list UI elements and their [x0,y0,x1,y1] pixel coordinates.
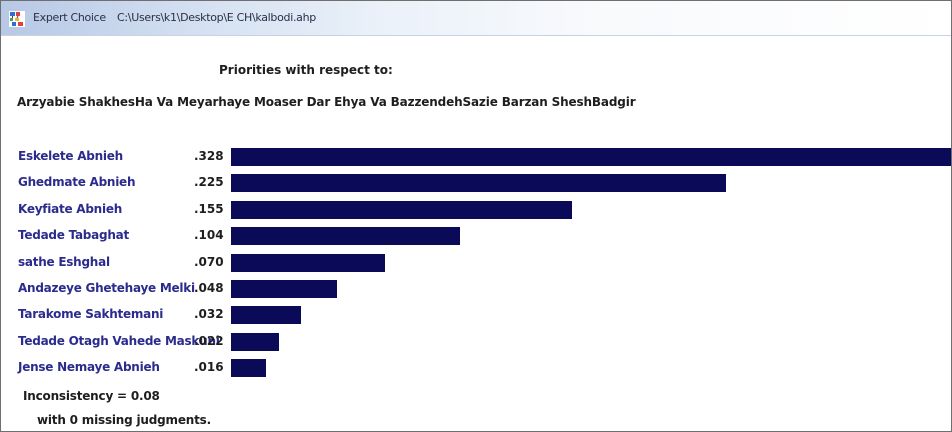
criterion-label[interactable]: Andazeye Ghetehaye Melki [18,281,195,295]
inconsistency-ratio: Inconsistency = 0.08 [23,389,160,403]
chart-row: sathe Eshghal .070 [1,253,951,273]
criterion-label[interactable]: Jense Nemaye Abnieh [18,360,160,374]
goal-name: Arzyabie ShakhesHa Va Meyarhaye Moaser D… [17,95,636,109]
priority-bar [231,174,726,192]
criterion-label[interactable]: Tedade Otagh Vahede Maskuni [18,334,220,348]
criterion-label[interactable]: Keyfiate Abnieh [18,202,122,216]
chart-row: Jense Nemaye Abnieh .016 [1,358,951,378]
chart-row: Tarakome Sakhtemani .032 [1,305,951,325]
expert-choice-app-icon[interactable] [9,11,25,27]
chart-row: Andazeye Ghetehaye Melki .048 [1,279,951,299]
priority-bar [231,148,951,166]
criterion-label[interactable]: sathe Eshghal [18,255,110,269]
priority-bar-chart: Eskelete Abnieh .328 Ghedmate Abnieh .225 Ke… [1,147,951,377]
chart-row: Keyfiate Abnieh .155 [1,200,951,220]
priority-value-label: .022 [194,334,224,348]
criterion-label[interactable]: Eskelete Abnieh [18,149,123,163]
priority-value-label: .328 [194,149,224,163]
priority-value-label: .048 [194,281,224,295]
chart-row: Ghedmate Abnieh .225 [1,173,951,193]
criterion-label[interactable]: Tedade Tabaghat [18,228,129,242]
priority-bar [231,227,460,245]
priority-value-label: .225 [194,175,224,189]
priority-bar [231,306,301,324]
file-path: C:\Users\k1\Desktop\E CH\kalbodi.ahp [117,11,316,24]
priority-bar [231,333,279,351]
priority-value-label: .104 [194,228,224,242]
priority-bar [231,254,385,272]
chart-row: Eskelete Abnieh .328 [1,147,951,167]
chart-row: Tedade Tabaghat .104 [1,226,951,246]
priority-bar [231,359,266,377]
app-title: Expert Choice [33,11,106,24]
priority-value-label: .032 [194,307,224,321]
title-bar[interactable]: Expert Choice C:\Users\k1\Desktop\E CH\k… [1,1,951,36]
priorities-heading: Priorities with respect to: [219,63,393,77]
priority-value-label: .070 [194,255,224,269]
priority-bar [231,201,572,219]
priority-bar [231,280,337,298]
missing-judgments: with 0 missing judgments. [37,413,211,427]
criterion-label[interactable]: Ghedmate Abnieh [18,175,136,189]
chart-row: Tedade Otagh Vahede Maskuni .022 [1,332,951,352]
criterion-label[interactable]: Tarakome Sakhtemani [18,307,164,321]
priority-value-label: .016 [194,360,224,374]
priority-value-label: .155 [194,202,224,216]
